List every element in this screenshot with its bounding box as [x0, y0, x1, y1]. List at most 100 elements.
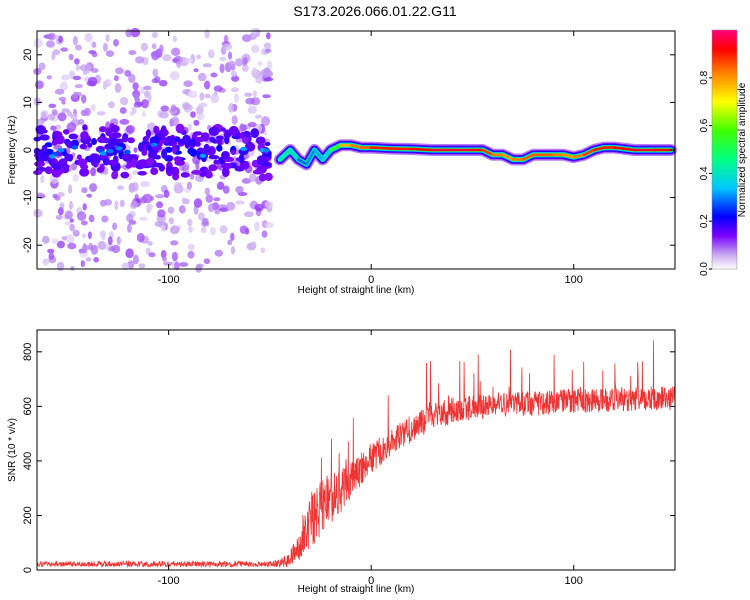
band-blob [67, 154, 74, 162]
noise-blob [138, 263, 146, 269]
noise-blob [132, 254, 139, 265]
snr-frame [36, 329, 676, 571]
ridge-segment [313, 148, 324, 161]
x-tick-label: 0 [368, 575, 374, 587]
noise-blob [210, 93, 220, 104]
band-blob [137, 171, 147, 176]
noise-blob [125, 125, 135, 134]
band-blob [250, 128, 260, 139]
noise-blob [54, 88, 65, 95]
noise-blob [68, 70, 75, 80]
noise-blob [193, 119, 200, 126]
colorbar-tick-label: 0.8 [699, 70, 710, 84]
noise-blob [254, 203, 264, 212]
noise-blob [157, 209, 166, 218]
noise-blob [104, 199, 113, 206]
band-blob [130, 158, 137, 168]
noise-blob [114, 200, 119, 211]
noise-blob [72, 229, 80, 237]
band-blob [203, 143, 210, 154]
noise-blob [59, 81, 68, 91]
band-blob [35, 154, 47, 162]
noise-blob [133, 147, 138, 153]
band-blob [111, 171, 118, 180]
noise-blob [105, 34, 110, 43]
noise-blob [121, 262, 130, 271]
noise-blob [73, 91, 79, 97]
band-blob [76, 154, 82, 160]
y-tick-label: 0 [22, 567, 34, 573]
band-blob [127, 137, 135, 144]
heatmap-marks [33, 27, 677, 273]
band-blob [79, 143, 88, 150]
noise-blob [51, 52, 56, 61]
noise-blob [235, 186, 244, 194]
noise-blob [174, 261, 180, 271]
noise-blob [46, 40, 55, 48]
noise-blob [168, 217, 175, 225]
noise-blob [128, 73, 136, 84]
chart-title: S173.2026.066.01.22.G11 [293, 3, 456, 19]
band-blob [99, 126, 107, 133]
noise-blob [80, 260, 85, 268]
colorbar: 0.0 0.2 0.4 0.6 0.8 Normalized spectral ampl… [699, 29, 748, 276]
noise-blob [90, 167, 96, 177]
noise-blob [261, 230, 268, 238]
noise-blob [90, 104, 96, 112]
noise-blob [125, 28, 133, 38]
noise-blob [162, 256, 167, 262]
noise-blob [255, 75, 263, 84]
band-blob [161, 148, 168, 159]
noise-blob [201, 221, 210, 227]
noise-blob [264, 222, 274, 229]
noise-blob [186, 181, 192, 190]
noise-blob [147, 241, 153, 246]
noise-blob [202, 63, 212, 68]
noise-blob [133, 101, 143, 108]
band-blob [160, 133, 166, 138]
noise-blob [59, 202, 65, 209]
noise-blob [47, 248, 55, 254]
band-blob [243, 130, 251, 138]
noise-blob [228, 60, 236, 68]
y-tick-label: 600 [22, 397, 34, 415]
noise-blob [70, 113, 78, 120]
noise-blob [188, 226, 193, 233]
ridge-segment [612, 146, 636, 152]
noise-blob [160, 224, 166, 232]
noise-blob [87, 231, 92, 240]
band-blob [220, 127, 226, 132]
noise-blob [70, 265, 75, 271]
noise-blob [241, 178, 252, 184]
noise-blob [167, 206, 175, 214]
noise-blob [75, 44, 82, 51]
noise-blob [58, 96, 67, 102]
band-blob [209, 136, 216, 143]
band-blob [221, 162, 233, 170]
noise-blob [265, 48, 272, 53]
noise-blob [57, 192, 65, 197]
noise-blob [128, 219, 136, 225]
noise-blob [235, 200, 245, 205]
noise-blob [196, 263, 204, 268]
noise-blob [231, 115, 238, 125]
ridge-segment [582, 148, 596, 157]
band-blob [224, 135, 230, 145]
noise-blob [148, 252, 156, 258]
noise-blob [51, 238, 59, 245]
noise-blob [163, 261, 173, 266]
noise-blob [151, 78, 159, 84]
band-blob [252, 169, 263, 175]
noise-blob [61, 236, 67, 241]
noise-blob [210, 72, 218, 78]
band-blob [79, 167, 90, 177]
band-hotspot [99, 151, 107, 156]
noise-blob [151, 32, 159, 38]
noise-blob [213, 85, 223, 92]
noise-blob [140, 42, 148, 52]
noise-blob [82, 242, 87, 253]
band-blob [138, 142, 144, 152]
noise-blob [169, 225, 180, 235]
noise-blob [124, 69, 132, 77]
